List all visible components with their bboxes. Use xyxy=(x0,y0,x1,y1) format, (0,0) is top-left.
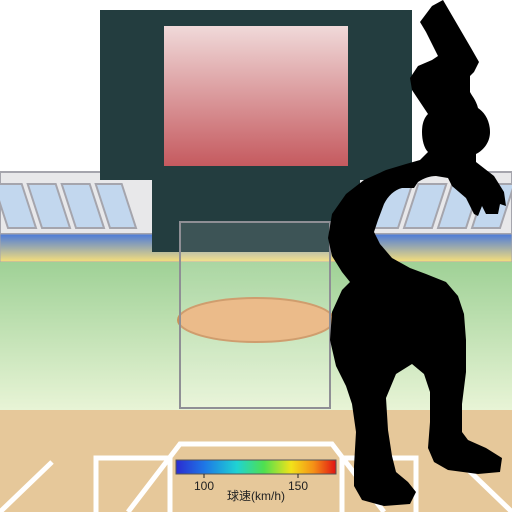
legend-axis-label: 球速(km/h) xyxy=(227,489,285,503)
scoreboard-screen xyxy=(164,26,348,166)
legend-bar xyxy=(176,460,336,474)
scene: 100 150 球速(km/h) xyxy=(0,0,512,512)
legend-tick-label: 100 xyxy=(194,479,214,493)
stadium-svg: 100 150 球速(km/h) xyxy=(0,0,512,512)
legend-tick-label: 150 xyxy=(288,479,308,493)
strike-zone xyxy=(180,222,330,408)
